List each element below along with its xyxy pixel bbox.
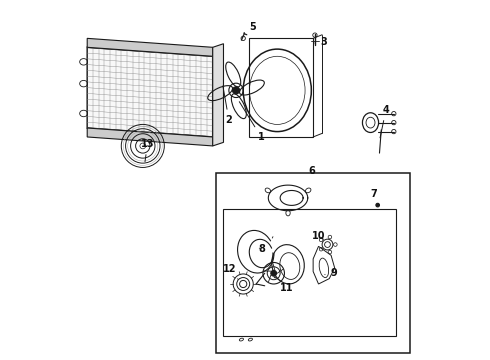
Text: 13: 13 (141, 139, 154, 162)
Circle shape (376, 203, 379, 207)
Polygon shape (87, 47, 213, 137)
Text: 1: 1 (239, 102, 265, 142)
Text: 5: 5 (244, 22, 256, 33)
Text: 2: 2 (223, 86, 232, 125)
Text: 9: 9 (325, 268, 337, 278)
Text: 10: 10 (312, 231, 325, 240)
Polygon shape (213, 44, 223, 146)
Text: 6: 6 (308, 166, 315, 176)
Text: 4: 4 (380, 105, 390, 138)
Circle shape (232, 87, 240, 94)
Text: 3: 3 (315, 37, 327, 47)
Text: 8: 8 (259, 244, 266, 254)
Circle shape (271, 270, 276, 276)
Text: 11: 11 (274, 277, 293, 293)
Polygon shape (87, 39, 213, 56)
Bar (223, 209, 395, 336)
Polygon shape (87, 128, 213, 146)
Text: 12: 12 (222, 264, 238, 279)
Text: 7: 7 (371, 189, 377, 199)
Bar (248, 39, 313, 137)
Bar (216, 173, 410, 353)
